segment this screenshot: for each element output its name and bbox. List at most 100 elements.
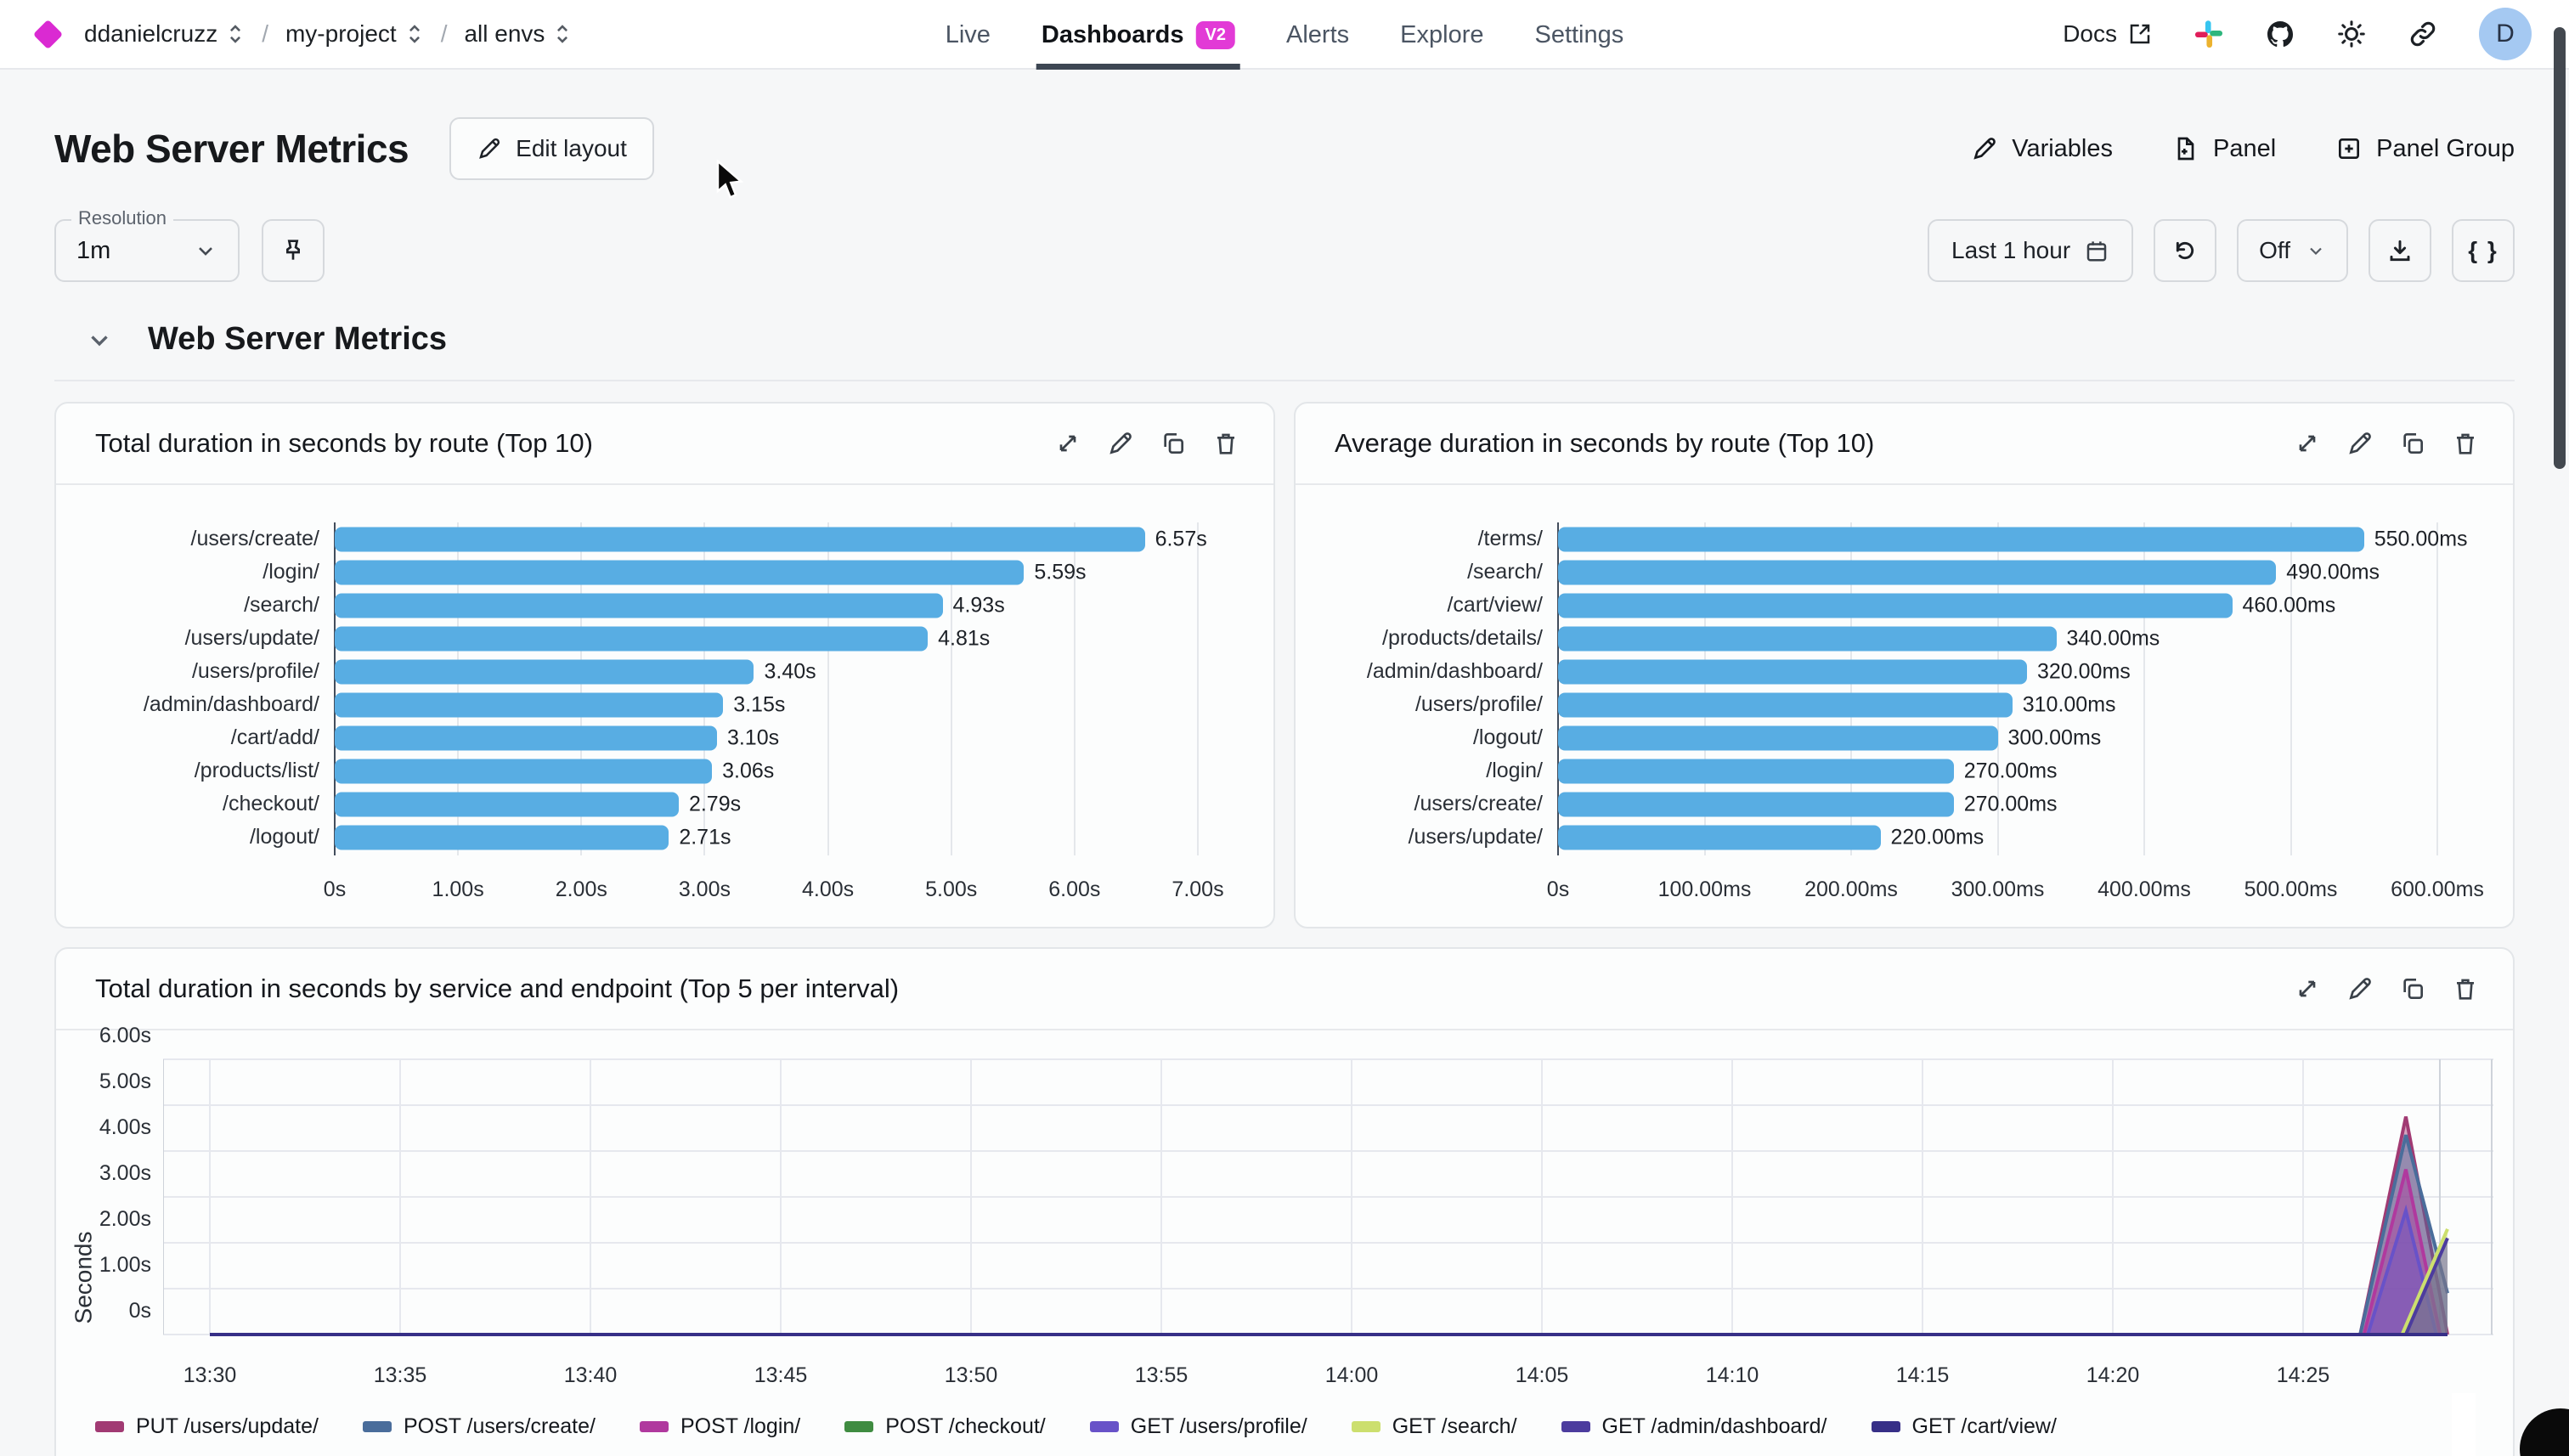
main-tabs: Live Dashboards V2 Alerts Explore Settin…: [945, 0, 1624, 70]
resolution-select[interactable]: Resolution 1m: [54, 207, 240, 282]
legend-item[interactable]: GET /users/profile/: [1089, 1414, 1307, 1439]
expand-icon[interactable]: [2294, 430, 2321, 457]
duplicate-icon[interactable]: [2399, 975, 2426, 1002]
legend-swatch-icon: [1561, 1421, 1590, 1432]
slack-icon[interactable]: [2194, 19, 2224, 49]
panel-header: Total duration in seconds by route (Top …: [56, 404, 1273, 485]
bar[interactable]: [335, 659, 754, 684]
x-tick-label: 400.00ms: [2098, 878, 2191, 901]
tab-dashboards[interactable]: Dashboards V2: [1036, 0, 1241, 70]
breadcrumb-org-selector[interactable]: ddanielcruzz: [84, 20, 245, 48]
expand-icon[interactable]: [1054, 430, 1081, 457]
legend-item[interactable]: PUT /users/update/: [95, 1414, 319, 1439]
y-tick-label: 6.00s: [99, 1024, 151, 1047]
bar[interactable]: [335, 692, 724, 717]
bar-row: /logout/300.00ms: [1335, 721, 2474, 754]
bar[interactable]: [1558, 692, 2013, 717]
collapse-chevron-icon[interactable]: [85, 325, 114, 354]
variables-button[interactable]: Variables: [1971, 135, 2113, 163]
docs-link[interactable]: Docs: [2063, 20, 2153, 48]
legend-swatch-icon: [1871, 1421, 1900, 1432]
bar[interactable]: [335, 825, 669, 849]
value-label: 220.00ms: [1890, 825, 1985, 849]
delete-icon[interactable]: [2452, 430, 2479, 457]
duplicate-icon[interactable]: [1160, 430, 1187, 457]
expand-icon[interactable]: [2294, 975, 2321, 1002]
edit-panel-icon[interactable]: [2346, 430, 2374, 457]
x-tick-label: 14:25: [2276, 1363, 2330, 1387]
bar[interactable]: [335, 792, 679, 816]
x-tick-label: 1.00s: [432, 878, 484, 901]
legend-item[interactable]: GET /search/: [1351, 1414, 1517, 1439]
bar-track: 220.00ms: [1558, 821, 2437, 854]
page-scrollbar-thumb[interactable]: [2554, 27, 2566, 469]
delete-icon[interactable]: [1212, 430, 1239, 457]
edit-layout-button[interactable]: Edit layout: [449, 117, 744, 199]
user-avatar[interactable]: D: [2479, 8, 2532, 60]
app-logo-icon[interactable]: [32, 19, 64, 49]
bar-track: 490.00ms: [1558, 556, 2437, 589]
tab-live[interactable]: Live: [945, 20, 991, 48]
legend-item[interactable]: GET /cart/view/: [1871, 1414, 2057, 1439]
add-panel-button[interactable]: Panel: [2172, 135, 2276, 163]
bar[interactable]: [1558, 792, 1954, 816]
legend-item[interactable]: POST /login/: [639, 1414, 800, 1439]
category-label: /cart/view/: [1447, 593, 1543, 617]
theme-sun-icon[interactable]: [2336, 19, 2367, 49]
time-range-button[interactable]: Last 1 hour: [1928, 219, 2134, 282]
download-button[interactable]: [2369, 219, 2431, 282]
delete-icon[interactable]: [2452, 975, 2479, 1002]
bar[interactable]: [335, 725, 717, 750]
bar-track: 4.93s: [335, 589, 1198, 622]
duplicate-icon[interactable]: [2399, 430, 2426, 457]
tab-alerts[interactable]: Alerts: [1286, 20, 1350, 48]
bar[interactable]: [335, 527, 1145, 551]
timeseries-chart: Seconds 6.00s 5.00s 4.00s 3.00s 2.00s 1.00s 0s…: [56, 1024, 2513, 1456]
json-view-button[interactable]: { }: [2452, 219, 2515, 282]
bar[interactable]: [1558, 759, 1954, 783]
gridline: [2436, 522, 2438, 855]
add-panel-group-button[interactable]: Panel Group: [2335, 135, 2515, 163]
gridline: [827, 522, 829, 855]
y-tick-label: 5.00s: [99, 1069, 151, 1093]
category-label: /users/profile/: [1414, 692, 1543, 716]
breadcrumb-env-selector[interactable]: all envs: [464, 20, 572, 48]
tab-settings[interactable]: Settings: [1534, 20, 1624, 48]
category-label: /products/details/: [1382, 626, 1543, 650]
edit-panel-icon[interactable]: [1107, 430, 1134, 457]
bar[interactable]: [1558, 626, 2057, 651]
bar[interactable]: [335, 560, 1025, 584]
breadcrumb-project-selector[interactable]: my-project: [285, 20, 424, 48]
pin-button[interactable]: [262, 219, 325, 282]
category-label: /logout/: [1472, 725, 1543, 749]
share-link-icon[interactable]: [2408, 19, 2438, 49]
bar-row: /admin/dashboard/320.00ms: [1335, 655, 2474, 688]
bar[interactable]: [1558, 725, 1998, 750]
bar[interactable]: [335, 759, 713, 783]
x-tick-label: 5.00s: [925, 878, 978, 901]
x-tick-label: 0s: [323, 878, 347, 901]
legend-item[interactable]: POST /users/create/: [362, 1414, 596, 1439]
bar[interactable]: [335, 593, 943, 618]
edit-panel-icon[interactable]: [2346, 975, 2374, 1002]
refresh-button[interactable]: [2154, 219, 2217, 282]
value-label: 340.00ms: [2066, 626, 2160, 650]
tab-explore[interactable]: Explore: [1400, 20, 1484, 48]
bar[interactable]: [1558, 593, 2233, 618]
panel-actions: [1054, 430, 1239, 457]
bar[interactable]: [1558, 560, 2277, 584]
bar-row: /login/5.59s: [95, 556, 1234, 589]
bar[interactable]: [1558, 825, 1881, 849]
bar[interactable]: [335, 626, 929, 651]
timeseries-plot[interactable]: [163, 1054, 2493, 1343]
category-label: /admin/dashboard/: [1366, 659, 1543, 683]
auto-refresh-select[interactable]: Off: [2237, 219, 2348, 282]
legend-label: POST /users/create/: [403, 1414, 596, 1438]
github-icon[interactable]: [2265, 19, 2295, 49]
bar[interactable]: [1558, 527, 2364, 551]
category-label: /products/list/: [194, 759, 319, 782]
panel-total-duration-by-service-endpoint: Total duration in seconds by service and…: [54, 947, 2515, 1456]
legend-item[interactable]: GET /admin/dashboard/: [1561, 1414, 1827, 1439]
legend-item[interactable]: POST /checkout/: [844, 1414, 1046, 1439]
bar[interactable]: [1558, 659, 2027, 684]
